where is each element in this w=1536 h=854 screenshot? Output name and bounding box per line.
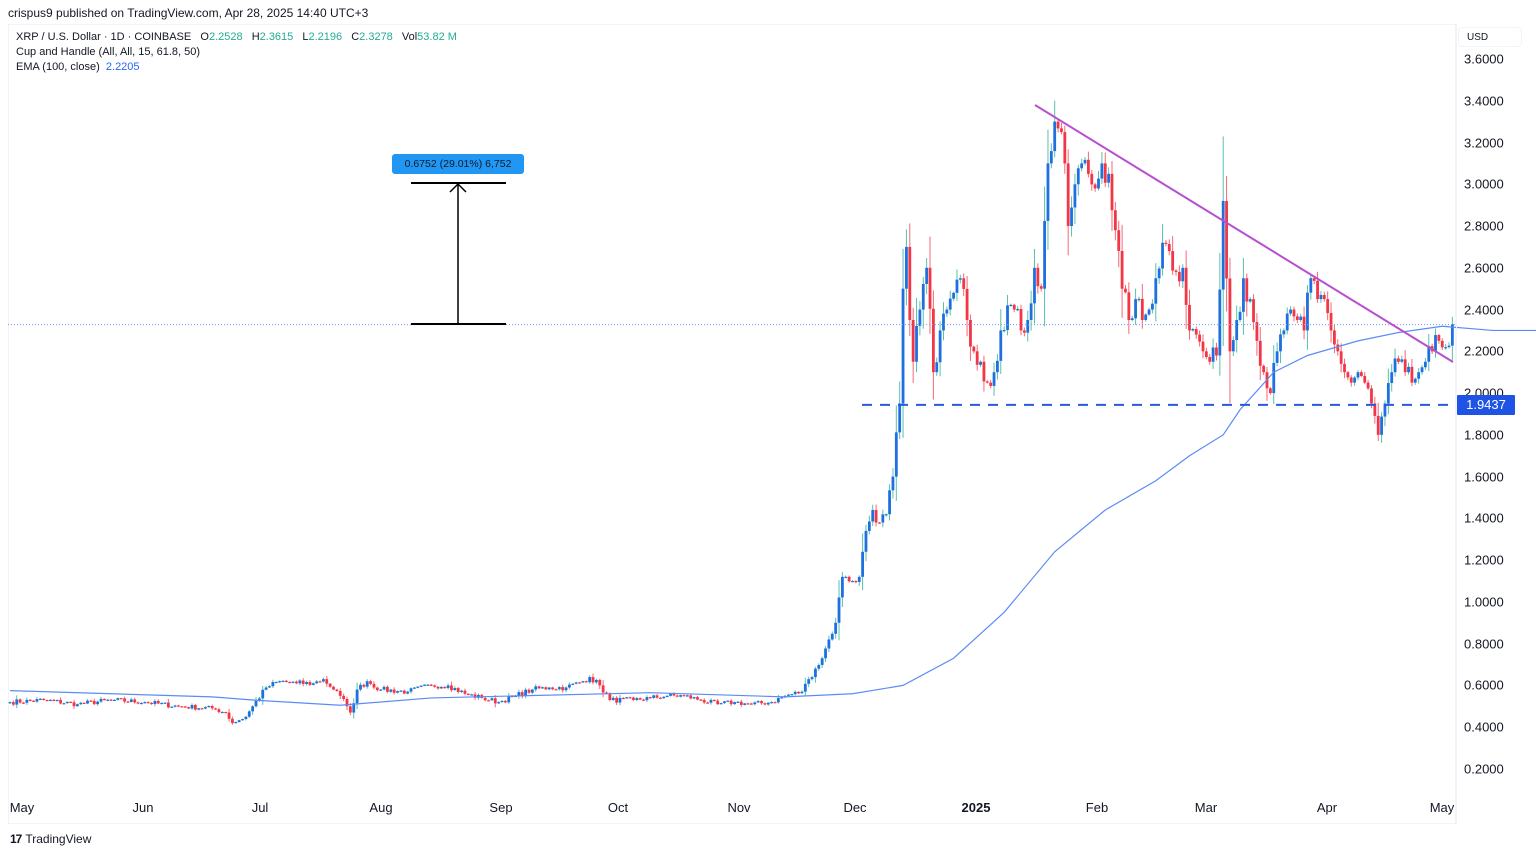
chart-legend: XRP / U.S. Dollar · 1D · COINBASE O2.252… — [16, 30, 463, 75]
publish-line: crispus9 published on TradingView.com, A… — [8, 6, 369, 20]
symbol-row: XRP / U.S. Dollar · 1D · COINBASE O2.252… — [16, 30, 463, 45]
price-tick: 1.4000 — [1464, 510, 1504, 526]
price-tick: 2.2000 — [1464, 343, 1504, 359]
time-tick: Aug — [369, 800, 393, 815]
tradingview-logo-icon: 17 — [10, 832, 22, 846]
indicator-cup-handle[interactable]: Cup and Handle (All, All, 15, 61.8, 50) — [16, 46, 201, 58]
tradingview-brand: TradingView — [25, 832, 92, 846]
measure-label: 0.6752 (29.01%) 6,752 — [392, 154, 524, 174]
support-price-badge: 1.9437 — [1457, 395, 1515, 415]
tradingview-footer[interactable]: 17 TradingView — [10, 832, 91, 846]
price-tick: 1.8000 — [1464, 427, 1504, 443]
price-axis[interactable] — [1456, 24, 1529, 824]
time-tick: Dec — [843, 800, 867, 815]
time-tick: Jul — [251, 800, 269, 815]
time-tick: May — [1429, 800, 1455, 815]
price-tick: 0.2000 — [1464, 761, 1504, 777]
price-tick: 0.6000 — [1464, 677, 1504, 693]
time-tick: 2025 — [961, 800, 991, 815]
close-value: 2.3278 — [359, 31, 393, 43]
price-tick: 0.4000 — [1464, 719, 1504, 735]
chart-frame — [8, 24, 1456, 824]
price-tick: 3.4000 — [1464, 93, 1504, 109]
price-tick: 3.6000 — [1464, 51, 1504, 67]
time-tick: Feb — [1085, 800, 1109, 815]
price-tick: 2.6000 — [1464, 260, 1504, 276]
time-tick: Sep — [489, 800, 513, 815]
price-tick: 2.4000 — [1464, 302, 1504, 318]
indicator-ema: EMA (100, close) 2.2205 — [16, 60, 463, 75]
close-label: C — [351, 31, 360, 43]
time-tick: Nov — [727, 800, 751, 815]
ema-value: 2.2205 — [105, 61, 140, 73]
low-label: L — [302, 31, 309, 43]
price-tick: 2.8000 — [1464, 218, 1504, 234]
time-tick: May — [9, 800, 35, 815]
time-tick: Mar — [1194, 800, 1218, 815]
price-tick: 1.0000 — [1464, 594, 1504, 610]
time-tick: Jun — [132, 800, 154, 815]
price-tick: 1.2000 — [1464, 552, 1504, 568]
currency-button[interactable]: USD — [1458, 27, 1522, 47]
price-tick: 3.0000 — [1464, 176, 1504, 192]
time-tick: Oct — [607, 800, 629, 815]
open-value: 2.2528 — [208, 31, 243, 43]
price-tick: 1.6000 — [1464, 469, 1504, 485]
volume-value: 53.82 M — [417, 31, 457, 43]
low-value: 2.2196 — [308, 31, 343, 43]
high-label: H — [251, 31, 260, 43]
ema-label[interactable]: EMA (100, close) — [16, 61, 100, 73]
open-label: O — [200, 31, 209, 43]
high-value: 2.3615 — [259, 31, 294, 43]
symbol-title[interactable]: XRP / U.S. Dollar · 1D · COINBASE — [16, 31, 192, 43]
volume-label: Vol — [401, 31, 418, 43]
price-tick: 0.8000 — [1464, 636, 1504, 652]
time-tick: Apr — [1316, 800, 1338, 815]
price-tick: 3.2000 — [1464, 135, 1504, 151]
